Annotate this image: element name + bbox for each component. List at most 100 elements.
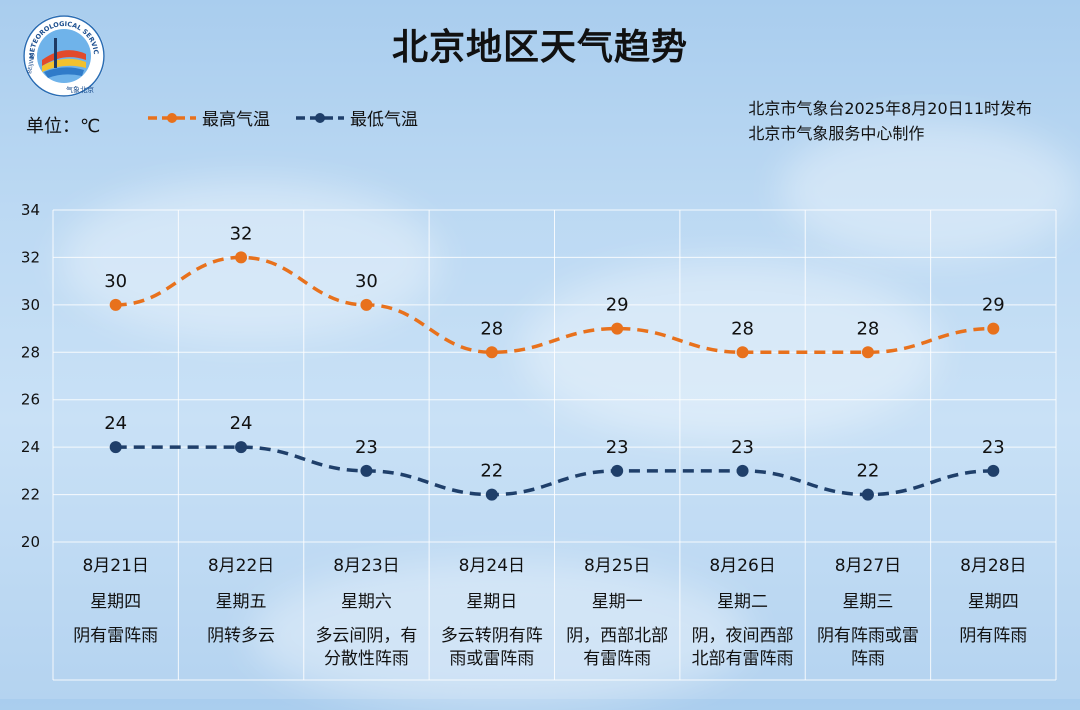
- data-label: 28: [731, 318, 754, 339]
- day-date: 8月22日: [207, 556, 275, 576]
- day-date: 8月26日: [709, 556, 776, 576]
- day-weather: 阴转多云: [178, 620, 303, 648]
- data-label: 28: [480, 318, 503, 339]
- legend-high-label: 最高气温: [202, 110, 270, 130]
- day-weather: 多云间阴，有 分散性阵雨: [304, 620, 429, 671]
- legend-low-label: 最低气温: [350, 110, 418, 130]
- day-weather-line: 阴有阵雨: [959, 626, 1028, 646]
- day-weather-line: 北部有雷阵雨: [691, 649, 794, 669]
- day-weekday: 星期四: [90, 592, 142, 612]
- day-column: 8月25日星期一阴，西部北部 有雷阵雨: [555, 548, 680, 671]
- legend-low: 最低气温: [294, 105, 418, 130]
- y-tick-label: 32: [21, 248, 40, 266]
- day-date: 8月23日: [333, 556, 400, 576]
- day-weekday: 星期五: [215, 592, 267, 612]
- day-weather: 阴，西部北部 有雷阵雨: [555, 620, 680, 671]
- day-weather-line: 分散性阵雨: [323, 649, 409, 669]
- data-point: [485, 488, 498, 501]
- legend-high-marker: [148, 112, 196, 123]
- data-point: [109, 298, 122, 311]
- data-label: 30: [104, 271, 127, 292]
- y-tick-label: 20: [21, 533, 40, 551]
- day-weather-line: 阴，夜间西部: [691, 626, 794, 646]
- y-tick-label: 26: [21, 391, 40, 409]
- day-weather-line: 阴转多云: [207, 626, 276, 646]
- day-column: 8月28日星期四阴有阵雨: [931, 548, 1056, 648]
- day-weather: 阴有阵雨: [931, 620, 1056, 648]
- data-point: [861, 346, 874, 359]
- day-weather: 阴有阵雨或雷 阵雨: [805, 620, 930, 671]
- series-line-0: [115, 255, 994, 355]
- y-tick-label: 30: [21, 296, 40, 314]
- legend-low-marker: [296, 112, 344, 123]
- data-label: 24: [104, 413, 127, 434]
- day-weather-line: 阵雨: [850, 649, 885, 669]
- data-label: 23: [606, 437, 629, 458]
- data-label: 29: [606, 295, 629, 316]
- day-date: 8月21日: [82, 556, 149, 576]
- day-column: 8月27日星期三阴有阵雨或雷 阵雨: [805, 548, 930, 671]
- day-weather-line: 阴有阵雨或雷: [816, 626, 919, 646]
- publish-info: 北京市气象台2025年8月20日11时发布 北京市气象服务中心制作: [748, 96, 1032, 146]
- day-column: 8月24日星期日多云转阴有阵 雨或雷阵雨: [429, 548, 554, 671]
- data-label: 22: [856, 461, 879, 482]
- day-weekday: 星期六: [340, 592, 392, 612]
- data-label: 22: [480, 461, 503, 482]
- data-label: 29: [982, 295, 1005, 316]
- data-point: [736, 346, 749, 359]
- day-weather-line: 多云转阴有阵: [440, 626, 543, 646]
- data-point: [109, 441, 122, 454]
- day-weather-line: 阴，西部北部: [566, 626, 669, 646]
- y-tick-label: 28: [21, 343, 40, 361]
- logo-bottom-text: 气象北京: [66, 85, 94, 94]
- series-line-1: [115, 445, 994, 497]
- data-point: [360, 464, 373, 477]
- day-weather-line: 多云间阴，有: [315, 626, 418, 646]
- publish-line-1: 北京市气象台2025年8月20日11时发布: [748, 99, 1032, 118]
- data-point: [987, 464, 1000, 477]
- publish-line-2: 北京市气象服务中心制作: [748, 124, 925, 143]
- data-label: 23: [731, 437, 754, 458]
- data-point: [360, 298, 373, 311]
- page-title: 北京地区天气趋势: [391, 27, 688, 68]
- day-weekday: 星期日: [466, 592, 518, 612]
- meteorological-logo: METEOROLOGICAL SERVICE 气象北京 BEIJING: [22, 14, 105, 97]
- data-point: [987, 322, 1000, 335]
- data-point: [611, 322, 624, 335]
- day-date: 8月27日: [834, 556, 902, 576]
- day-weather: 阴，夜间西部 北部有雷阵雨: [680, 620, 805, 671]
- y-tick-label: 24: [21, 438, 40, 456]
- day-date: 8月28日: [960, 556, 1027, 576]
- day-column: 8月21日星期四阴有雷阵雨: [53, 548, 178, 648]
- day-date: 8月25日: [583, 556, 651, 576]
- data-label: 23: [355, 437, 378, 458]
- day-weather-line: 雨或雷阵雨: [449, 649, 535, 669]
- legend-high: 最高气温: [146, 105, 270, 130]
- y-tick-label: 34: [21, 201, 40, 219]
- y-tick-label: 22: [21, 486, 40, 504]
- day-weekday: 星期四: [967, 592, 1019, 612]
- day-column: 8月22日星期五阴转多云: [178, 548, 303, 648]
- logo-left-text: BEIJING: [27, 53, 36, 74]
- data-point: [235, 251, 248, 264]
- day-column: 8月26日星期二阴，夜间西部 北部有雷阵雨: [680, 548, 805, 671]
- day-weather: 多云转阴有阵 雨或雷阵雨: [429, 620, 554, 671]
- day-date: 8月24日: [458, 556, 526, 576]
- day-weekday: 星期一: [591, 592, 643, 612]
- data-point: [611, 464, 624, 477]
- data-point: [485, 346, 498, 359]
- day-column: 8月23日星期六多云间阴，有 分散性阵雨: [304, 548, 429, 671]
- data-label: 30: [355, 271, 378, 292]
- data-point: [736, 464, 749, 477]
- day-weekday: 星期三: [842, 592, 894, 612]
- data-label: 23: [982, 437, 1005, 458]
- day-weather-line: 有雷阵雨: [583, 649, 652, 669]
- day-weather: 阴有雷阵雨: [53, 620, 178, 648]
- data-point: [235, 441, 248, 454]
- data-label: 32: [230, 223, 253, 244]
- day-weekday: 星期二: [717, 592, 769, 612]
- data-point: [861, 488, 874, 501]
- unit-label: 单位：℃: [26, 116, 101, 137]
- day-weather-line: 阴有雷阵雨: [73, 626, 159, 646]
